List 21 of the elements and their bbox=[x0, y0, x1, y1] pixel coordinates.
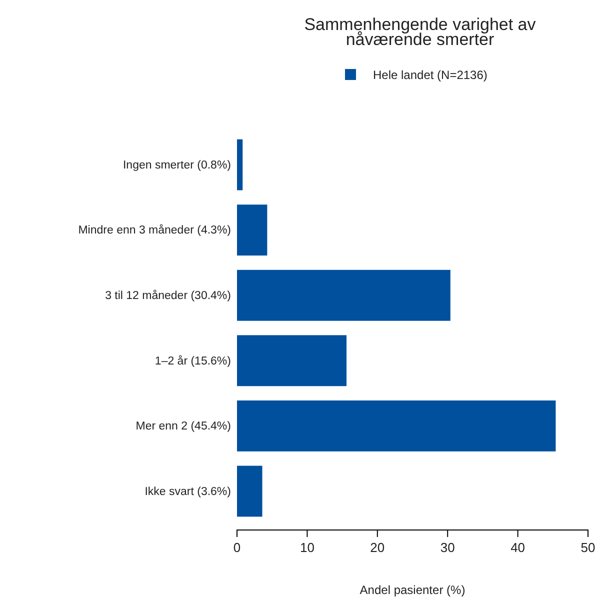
y-tick-label: 3 til 12 måneder (30.4%) bbox=[105, 289, 232, 302]
bar bbox=[237, 204, 268, 256]
y-tick-label: Ingen smerter (0.8%) bbox=[122, 159, 232, 172]
bar bbox=[237, 270, 450, 321]
x-tick-label: 0 bbox=[233, 540, 241, 556]
chart-title: Sammenhengende varighet av nåværende smerter bbox=[304, 15, 536, 49]
bar bbox=[237, 400, 556, 452]
x-tick-label: 20 bbox=[370, 540, 385, 556]
y-tick-label: Mer enn 2 (45.4%) bbox=[136, 420, 232, 433]
legend-label: Hele landet (N=2136) bbox=[373, 68, 488, 82]
bar bbox=[237, 466, 262, 517]
bar bbox=[237, 335, 347, 386]
bar bbox=[237, 139, 243, 190]
y-tick-label: Mindre enn 3 måneder (4.3%) bbox=[78, 224, 232, 237]
x-tick-label: 40 bbox=[510, 540, 526, 556]
x-tick-label: 10 bbox=[300, 540, 314, 556]
y-tick-label: Ikke svart (3.6%) bbox=[144, 486, 232, 498]
x-tick-label: 50 bbox=[580, 540, 596, 556]
x-tick-label: 30 bbox=[440, 540, 455, 556]
y-tick-label: 1–2 år (15.6%) bbox=[154, 354, 232, 368]
x-axis-title: Andel pasienter (%) bbox=[360, 583, 466, 597]
